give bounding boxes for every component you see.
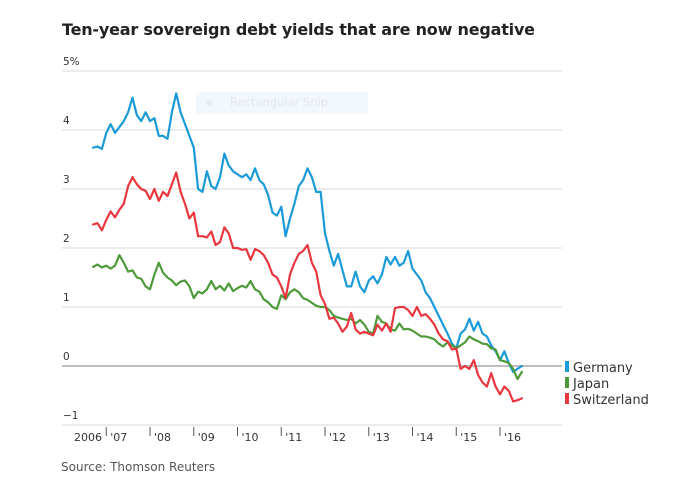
x-tick-label: '13 <box>373 431 390 444</box>
y-tick-label: 5% <box>63 56 80 68</box>
series-line-germany <box>91 92 524 373</box>
rectangular-snip-overlay[interactable]: Rectangular Snip <box>196 92 368 114</box>
x-tick-label: '11 <box>285 431 302 444</box>
x-axis-ticks: 2006 '07 '08 '09 '10 '11 '12 '13 '14 '15 '16 <box>74 427 521 444</box>
series-lines <box>91 92 524 403</box>
y-axis-ticks: 5% 4 3 2 1 0 −1 <box>63 56 80 422</box>
x-tick-label: '08 <box>154 431 171 444</box>
snip-label: Rectangular Snip <box>230 95 329 109</box>
x-tick-label: '14 <box>417 431 434 444</box>
chart-title: Ten-year sovereign debt yields that are … <box>62 20 535 39</box>
y-tick-label: 1 <box>63 292 70 304</box>
x-tick-label: '10 <box>242 431 259 444</box>
x-tick-label: '07 <box>110 431 127 444</box>
x-tick-label: '16 <box>504 431 521 444</box>
legend-swatch-japan <box>565 377 569 388</box>
gridlines <box>62 70 562 426</box>
series-line-switzerland <box>91 171 524 403</box>
series-line-japan <box>91 254 524 381</box>
legend-label-switzerland: Switzerland <box>573 393 649 408</box>
y-tick-label: −1 <box>63 410 78 422</box>
y-tick-label: 2 <box>63 233 70 245</box>
y-tick-label: 4 <box>63 115 70 127</box>
snip-dot-icon <box>206 100 212 106</box>
x-tick-label: '09 <box>198 431 215 444</box>
y-tick-label: 3 <box>63 174 70 186</box>
x-tick-label: '12 <box>329 431 346 444</box>
chart-source: Source: Thomson Reuters <box>61 460 216 474</box>
y-tick-label: 0 <box>63 351 70 363</box>
x-tick-label: 2006 <box>74 431 102 444</box>
legend-label-japan: Japan <box>572 377 609 392</box>
legend-swatch-germany <box>565 361 569 372</box>
x-tick-label: '15 <box>460 431 477 444</box>
legend-label-germany: Germany <box>573 361 633 376</box>
legend-swatch-switzerland <box>565 393 569 404</box>
